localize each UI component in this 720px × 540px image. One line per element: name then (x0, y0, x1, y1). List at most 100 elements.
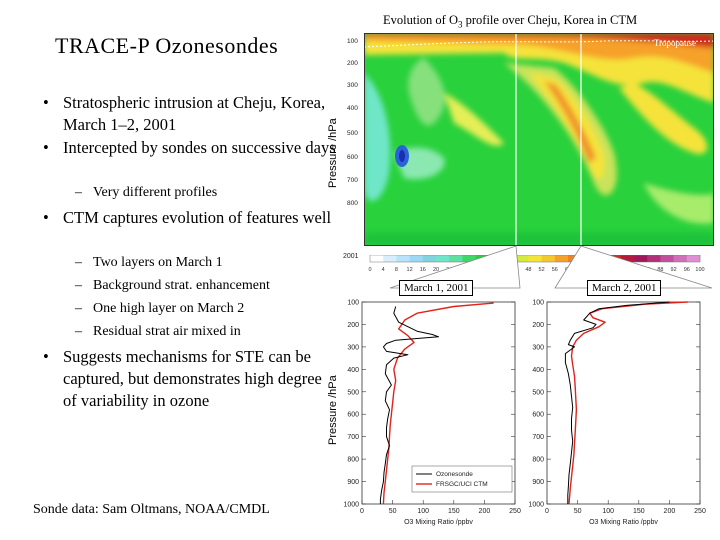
colorbar-swatch (515, 255, 529, 262)
ctm-trop-region (364, 233, 714, 246)
y-tick-label: 400 (347, 367, 359, 374)
ctm-trop-region (444, 93, 504, 146)
ctm-strat-band (364, 33, 714, 48)
ctm-y-tick: 100 (347, 38, 358, 45)
ctm-y-tick: 700 (347, 177, 358, 184)
profiles-y-axis-label: Pressure /hPa (327, 375, 339, 445)
colorbar-tick-label: 100 (695, 267, 704, 273)
colorbar-swatch (462, 255, 476, 262)
ctm-plot-frame (364, 33, 714, 246)
colorbar-swatch (396, 255, 410, 262)
tropopause-line (364, 40, 714, 48)
sub-bullet-item: Residual strat air mixed in (75, 322, 353, 342)
sub-bullet-item: Two layers on March 1 (75, 253, 353, 273)
ozonesonde-profile-line (379, 306, 439, 504)
ctm-time-label: 2001 (343, 253, 359, 260)
y-tick-label: 300 (347, 344, 359, 351)
colorbar-tick-label: 0 (368, 267, 371, 273)
x-tick-label: 250 (694, 508, 706, 515)
colorbar-swatch (620, 255, 635, 262)
x-tick-label: 150 (633, 508, 645, 515)
ctm-trop-region (364, 73, 391, 202)
colorbar-frame (369, 255, 701, 263)
ctm-curtain-plot: Tropopause (364, 33, 714, 246)
colorbar-tick-label: 4 (382, 267, 385, 273)
sub-bullet-item: Background strat. enhancement (75, 276, 353, 296)
y-tick-label: 400 (532, 367, 544, 374)
colorbar-tick-label: 8 (395, 267, 398, 273)
colorbar-tick-label: 20 (433, 267, 439, 273)
data-credit: Sonde data: Sam Oltmans, NOAA/CMDL (33, 502, 270, 517)
x-tick-label: 0 (545, 508, 549, 515)
y-tick-label: 500 (532, 389, 544, 396)
x-tick-label: 250 (509, 508, 521, 515)
y-tick-label: 100 (347, 300, 359, 307)
colorbar-swatch (436, 255, 450, 262)
y-tick-label: 600 (532, 412, 544, 419)
y-tick-label: 600 (347, 412, 359, 419)
colorbar-swatch (686, 255, 701, 262)
ctm-y-tick: 300 (347, 82, 358, 89)
colorbar-tick-label: 96 (684, 267, 690, 273)
bullet-item: Suggests mechanisms for STE can be captu… (43, 346, 333, 412)
legend-sonde-label: Ozonesonde (436, 471, 473, 478)
colorbar-swatch (660, 255, 674, 262)
ctm-y-tick: 600 (347, 154, 358, 161)
slide-title: TRACE-P Ozonesondes (55, 33, 279, 58)
colorbar-tick-label: 52 (539, 267, 545, 273)
legend-box (411, 465, 513, 493)
y-tick-label: 200 (532, 322, 544, 329)
ctm-strat-band (364, 33, 714, 73)
colorbar-swatch (409, 255, 424, 262)
ctm-y-tick: 200 (347, 60, 358, 67)
ctm-intrusion (619, 83, 708, 154)
sub-bullet-item: One high layer on March 2 (75, 299, 353, 319)
colorbar-swatch (383, 255, 397, 262)
y-tick-label: 800 (347, 457, 359, 464)
x-tick-label: 100 (417, 508, 429, 515)
y-tick-label: 200 (347, 322, 359, 329)
march1-date-label: March 1, 2001 (399, 280, 474, 296)
colorbar-tick-label: 12 (407, 267, 413, 273)
colorbar-swatch (528, 255, 542, 262)
colorbar-tick-label: 16 (420, 267, 426, 273)
colorbar-swatch (370, 255, 384, 262)
y-tick-label: 900 (532, 479, 544, 486)
colorbar-swatch (449, 255, 463, 262)
x-tick-label: 50 (574, 508, 582, 515)
ctm-y-tick: 800 (347, 200, 358, 207)
x-tick-label: 200 (479, 508, 491, 515)
colorbar-tick-label: 56 (552, 267, 558, 273)
ctm-intrusion (544, 81, 596, 163)
ctm-y-axis-label: Pressure /hPa (327, 118, 339, 188)
y-tick-label: 100 (532, 300, 544, 307)
ctm-y-tick: 400 (347, 105, 358, 112)
ozonesonde-profile-line (564, 301, 670, 504)
y-tick-label: 1000 (528, 502, 544, 509)
colorbar-swatch (673, 255, 688, 262)
ctm-profile-line (568, 301, 688, 505)
x-tick-label: 150 (448, 508, 460, 515)
colorbar-tick-label: 48 (525, 267, 531, 273)
x-tick-label: 100 (602, 508, 614, 515)
colorbar-swatch (647, 255, 661, 262)
ctm-y-tick: 500 (347, 130, 358, 137)
ctm-low-ozone-core (399, 150, 405, 162)
y-tick-label: 500 (347, 389, 359, 396)
colorbar-swatch (422, 255, 437, 262)
y-tick-label: 800 (532, 457, 544, 464)
ctm-intrusion (408, 58, 445, 126)
colorbar-tick-label: 88 (657, 267, 663, 273)
march2-date-label: March 2, 2001 (587, 280, 662, 296)
x-axis-label: O3 Mixing Ratio /ppbv (404, 519, 473, 526)
ctm-plot-title: Evolution of O3 profile over Cheju, Kore… (383, 13, 638, 30)
ctm-profile-line (382, 302, 494, 505)
tropopause-label: Tropopause (654, 38, 696, 48)
y-tick-label: 700 (347, 434, 359, 441)
profile-frame (546, 301, 701, 505)
colorbar-swatch (541, 255, 556, 262)
colorbar-swatch (634, 255, 648, 262)
x-tick-label: 0 (360, 508, 364, 515)
